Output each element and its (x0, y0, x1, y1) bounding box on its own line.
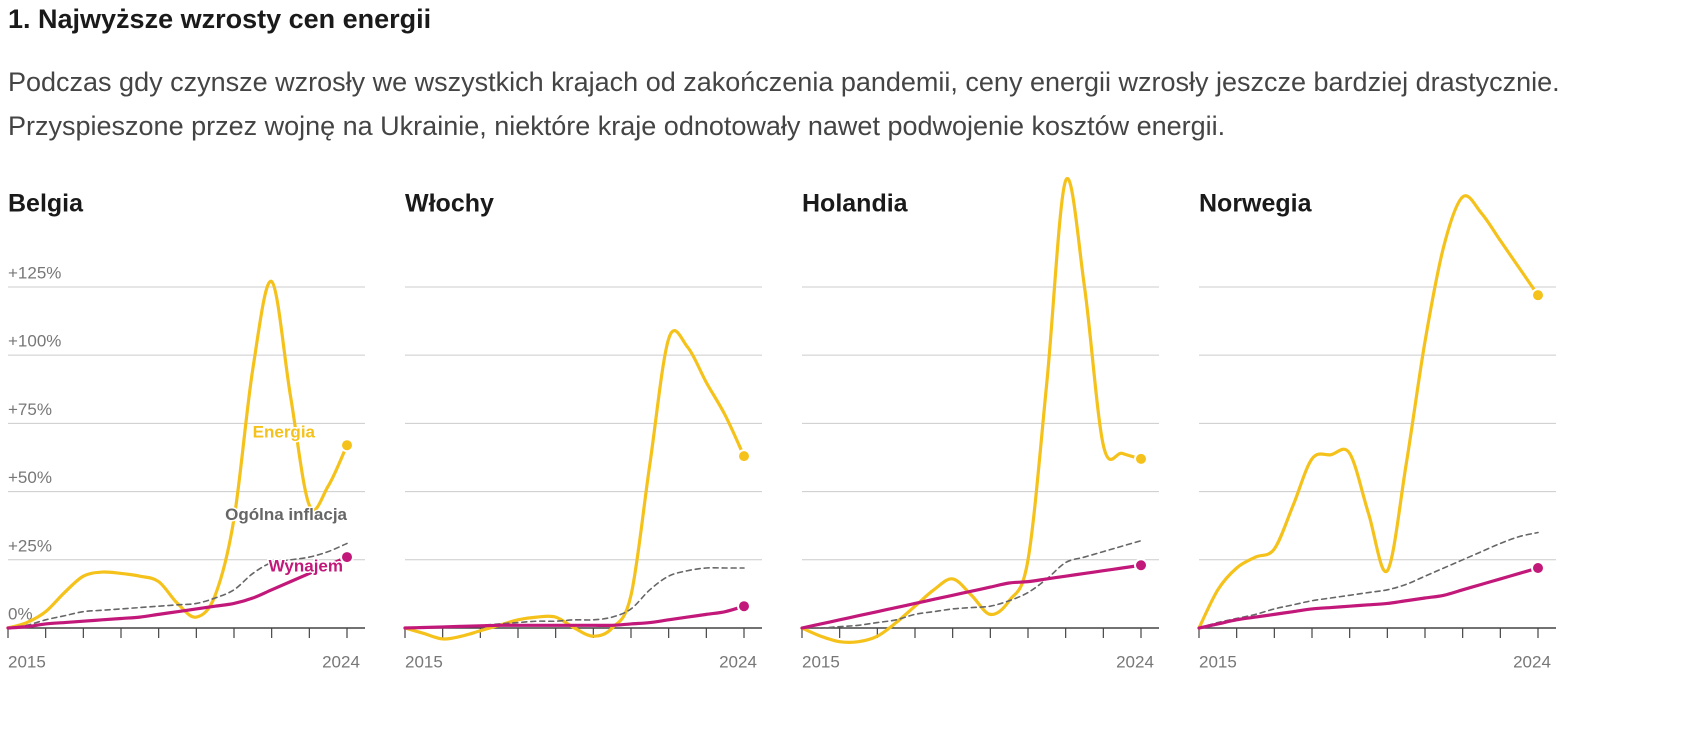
x-tick-label: 2015 (1199, 652, 1237, 671)
series-line (800, 176, 1143, 644)
y-tick-label: 0% (8, 605, 33, 624)
x-tick-label: 2024 (719, 652, 757, 671)
end-dot (1531, 288, 1545, 303)
end-dot (1134, 558, 1148, 573)
series-line (1198, 531, 1539, 629)
series-line (6, 555, 349, 630)
x-tick-label: 2015 (802, 652, 840, 671)
series-label: Ogólna inflacja (225, 505, 347, 524)
y-tick-label: +125% (8, 263, 61, 282)
series-line (403, 604, 746, 630)
page-subtitle: Podczas gdy czynsze wzrosły we wszystkic… (8, 67, 1560, 141)
series-line (404, 566, 745, 629)
series-line (6, 279, 349, 630)
x-tick-label: 2015 (8, 652, 46, 671)
y-tick-label: +25% (8, 536, 52, 555)
end-dot (340, 550, 354, 565)
x-tick-label: 2024 (322, 652, 360, 671)
end-dot (737, 599, 751, 614)
panel-title: Belgia (8, 190, 84, 218)
page-title: 1. Najwyższe wzrosty cen energii (8, 4, 432, 34)
series-line (403, 329, 746, 641)
series-line (7, 542, 348, 629)
series-line (801, 539, 1142, 629)
panel-title: Norwegia (1199, 190, 1313, 218)
series-label: Wynajem (269, 557, 343, 576)
y-tick-label: +100% (8, 332, 61, 351)
x-tick-label: 2015 (405, 652, 443, 671)
y-tick-label: +75% (8, 400, 52, 419)
series-line (1197, 194, 1540, 630)
series-line (800, 563, 1143, 630)
end-dot (340, 438, 354, 453)
series-label: Energia (253, 423, 316, 442)
series-line (1197, 566, 1540, 630)
x-tick-label: 2024 (1513, 652, 1551, 671)
panel-title: Włochy (405, 190, 494, 218)
panel-title: Holandia (802, 190, 909, 218)
y-tick-label: +50% (8, 468, 52, 487)
end-dot (1134, 451, 1148, 466)
x-tick-label: 2024 (1116, 652, 1154, 671)
end-dot (1531, 560, 1545, 575)
end-dot (737, 449, 751, 464)
